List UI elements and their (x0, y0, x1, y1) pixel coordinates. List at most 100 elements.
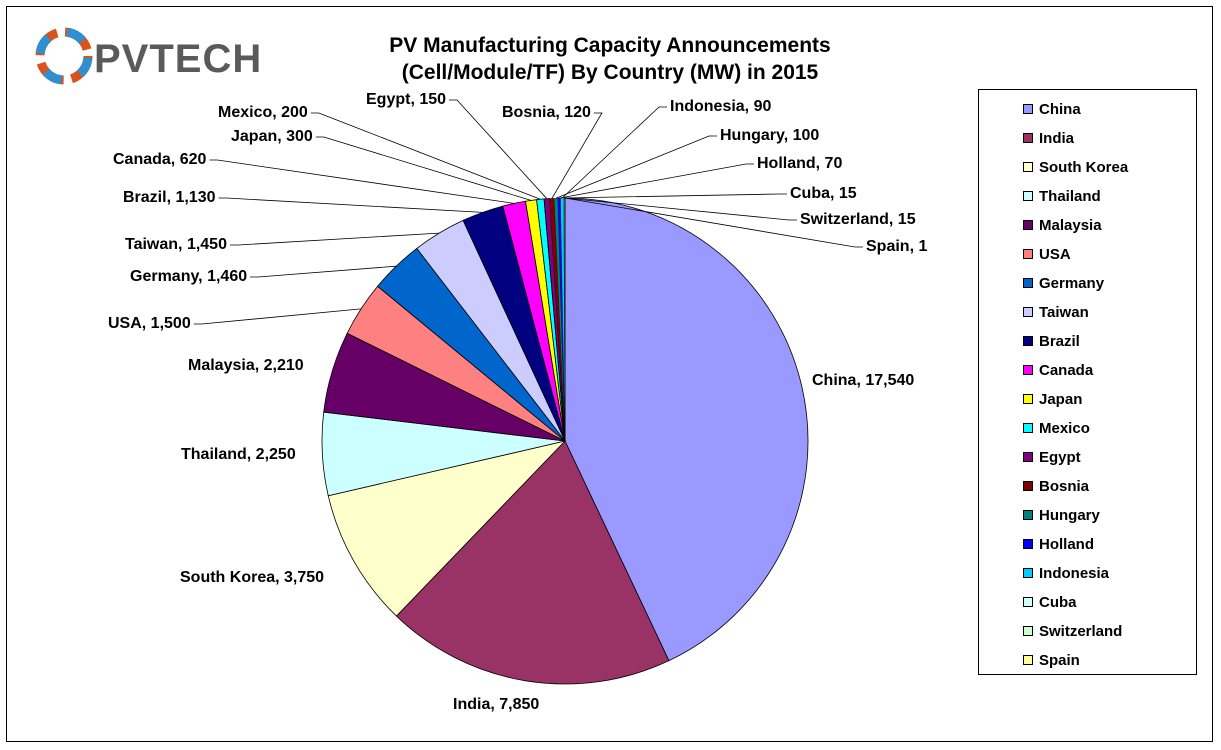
legend-swatch-taiwan (1023, 307, 1033, 317)
data-label-south-korea: South Korea, 3,750 (180, 569, 324, 586)
legend-item-south-korea: South Korea (1023, 157, 1128, 177)
legend-label-cuba: Cuba (1039, 593, 1077, 611)
legend-label-thailand: Thailand (1039, 187, 1101, 205)
data-label-usa: USA, 1,500 (108, 315, 191, 332)
chart-title-line-2: (Cell/Module/TF) By Country (MW) in 2015 (401, 61, 819, 84)
legend-label-spain: Spain (1039, 651, 1080, 669)
legend-item-brazil: Brazil (1023, 331, 1080, 351)
pvtech-logo: PVTECH (35, 27, 262, 85)
legend-label-south-korea: South Korea (1039, 158, 1129, 176)
data-label-malaysia: Malaysia, 2,210 (188, 357, 304, 374)
legend-label-malaysia: Malaysia (1039, 216, 1102, 234)
legend-label-holland: Holland (1039, 535, 1094, 553)
legend-label-egypt: Egypt (1039, 448, 1081, 466)
data-label-indonesia: Indonesia, 90 (670, 98, 771, 115)
data-label-mexico: Mexico, 200 (218, 104, 308, 121)
legend-swatch-cuba (1023, 597, 1033, 607)
legend-item-india: India (1023, 128, 1074, 148)
legend-item-china: China (1023, 99, 1081, 119)
leader-line-cuba (564, 193, 787, 199)
legend-swatch-bosnia (1023, 481, 1033, 491)
legend-item-mexico: Mexico (1023, 418, 1090, 438)
leader-line-spain (564, 197, 863, 248)
leader-line-switzerland (564, 197, 797, 221)
legend-label-brazil: Brazil (1039, 332, 1080, 350)
leader-line-hungary (555, 135, 717, 199)
legend-label-canada: Canada (1039, 361, 1094, 379)
data-label-thailand: Thailand, 2,250 (181, 446, 296, 463)
legend-label-bosnia: Bosnia (1039, 477, 1090, 495)
legend-swatch-malaysia (1023, 220, 1033, 230)
legend-item-japan: Japan (1023, 389, 1082, 409)
chart-title-line-1: PV Manufacturing Capacity Announcements (389, 34, 831, 57)
legend-item-spain: Spain (1023, 650, 1080, 670)
legend-item-taiwan: Taiwan (1023, 302, 1089, 322)
legend-label-india: India (1039, 129, 1075, 147)
legend-label-taiwan: Taiwan (1039, 303, 1089, 321)
legend-item-bosnia: Bosnia (1023, 476, 1089, 496)
data-label-japan: Japan, 300 (231, 128, 313, 145)
leader-line-canada (209, 159, 515, 204)
legend-swatch-india (1023, 133, 1033, 143)
data-labels: China, 17,540 India, 7,850 South Korea, 3,… (108, 91, 927, 713)
leader-line-taiwan (230, 232, 440, 246)
legend-item-holland: Holland (1023, 534, 1094, 554)
data-label-egypt: Egypt, 150 (366, 91, 446, 108)
legend-label-hungary: Hungary (1039, 506, 1100, 524)
legend: China India South Korea Thailand Malaysia USA… (978, 89, 1197, 675)
legend-item-malaysia: Malaysia (1023, 215, 1102, 235)
legend-item-switzerland: Switzerland (1023, 621, 1122, 641)
pie-slices (321, 197, 809, 685)
leader-line-egypt (449, 99, 548, 199)
legend-swatch-mexico (1023, 423, 1033, 433)
leader-line-bosnia (551, 112, 603, 199)
legend-item-germany: Germany (1023, 273, 1104, 293)
legend-swatch-germany (1023, 278, 1033, 288)
pie-slice-china (564, 197, 809, 662)
leader-line-indonesia (561, 106, 667, 199)
legend-label-usa: USA (1039, 245, 1071, 263)
legend-swatch-egypt (1023, 452, 1033, 462)
legend-item-indonesia: Indonesia (1023, 563, 1109, 583)
legend-swatch-canada (1023, 365, 1033, 375)
data-label-holland: Holland, 70 (757, 155, 842, 172)
data-label-bosnia: Bosnia, 120 (502, 104, 591, 121)
legend-swatch-switzerland (1023, 626, 1033, 636)
data-label-china: China, 17,540 (812, 372, 914, 389)
pie-slice-india (395, 440, 670, 685)
data-label-cuba: Cuba, 15 (790, 185, 857, 202)
legend-swatch-japan (1023, 394, 1033, 404)
legend-label-germany: Germany (1039, 274, 1105, 292)
data-label-india: India, 7,850 (453, 696, 539, 713)
legend-item-usa: USA (1023, 244, 1071, 264)
legend-item-egypt: Egypt (1023, 447, 1081, 467)
legend-label-indonesia: Indonesia (1039, 564, 1110, 582)
legend-item-hungary: Hungary (1023, 505, 1100, 525)
legend-swatch-indonesia (1023, 568, 1033, 578)
data-label-germany: Germany, 1,460 (130, 268, 247, 285)
legend-item-cuba: Cuba (1023, 592, 1077, 612)
data-label-taiwan: Taiwan, 1,450 (125, 236, 227, 253)
leader-line-holland (559, 163, 754, 199)
legend-label-switzerland: Switzerland (1039, 622, 1123, 640)
legend-item-thailand: Thailand (1023, 186, 1101, 206)
leader-line-mexico (310, 112, 541, 200)
chart-title: PV Manufacturing Capacity Announcements … (330, 32, 890, 86)
legend-swatch-usa (1023, 249, 1033, 259)
logo-text: PVTECH (94, 37, 262, 81)
legend-swatch-holland (1023, 539, 1033, 549)
leader-line-brazil (218, 197, 483, 213)
data-label-switzerland: Switzerland, 15 (800, 211, 916, 228)
data-label-brazil: Brazil, 1,130 (123, 189, 216, 206)
legend-label-japan: Japan (1039, 390, 1083, 408)
pie-slice-south-korea (327, 440, 567, 617)
legend-item-canada: Canada (1023, 360, 1093, 380)
data-label-spain: Spain, 1 (866, 238, 927, 255)
leader-line-japan (315, 136, 532, 201)
legend-swatch-brazil (1023, 336, 1033, 346)
leader-line-germany (250, 265, 397, 278)
leader-line-usa (193, 308, 362, 325)
legend-label-china: China (1039, 100, 1081, 118)
leader-lines (193, 99, 863, 325)
